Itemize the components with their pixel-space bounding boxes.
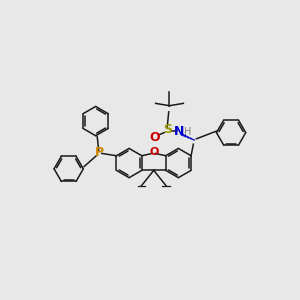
Text: O: O [150,131,160,144]
Text: N: N [174,125,185,138]
Text: P: P [95,146,104,159]
Text: S: S [163,123,172,136]
Text: H: H [184,127,191,137]
Text: O: O [149,147,158,157]
